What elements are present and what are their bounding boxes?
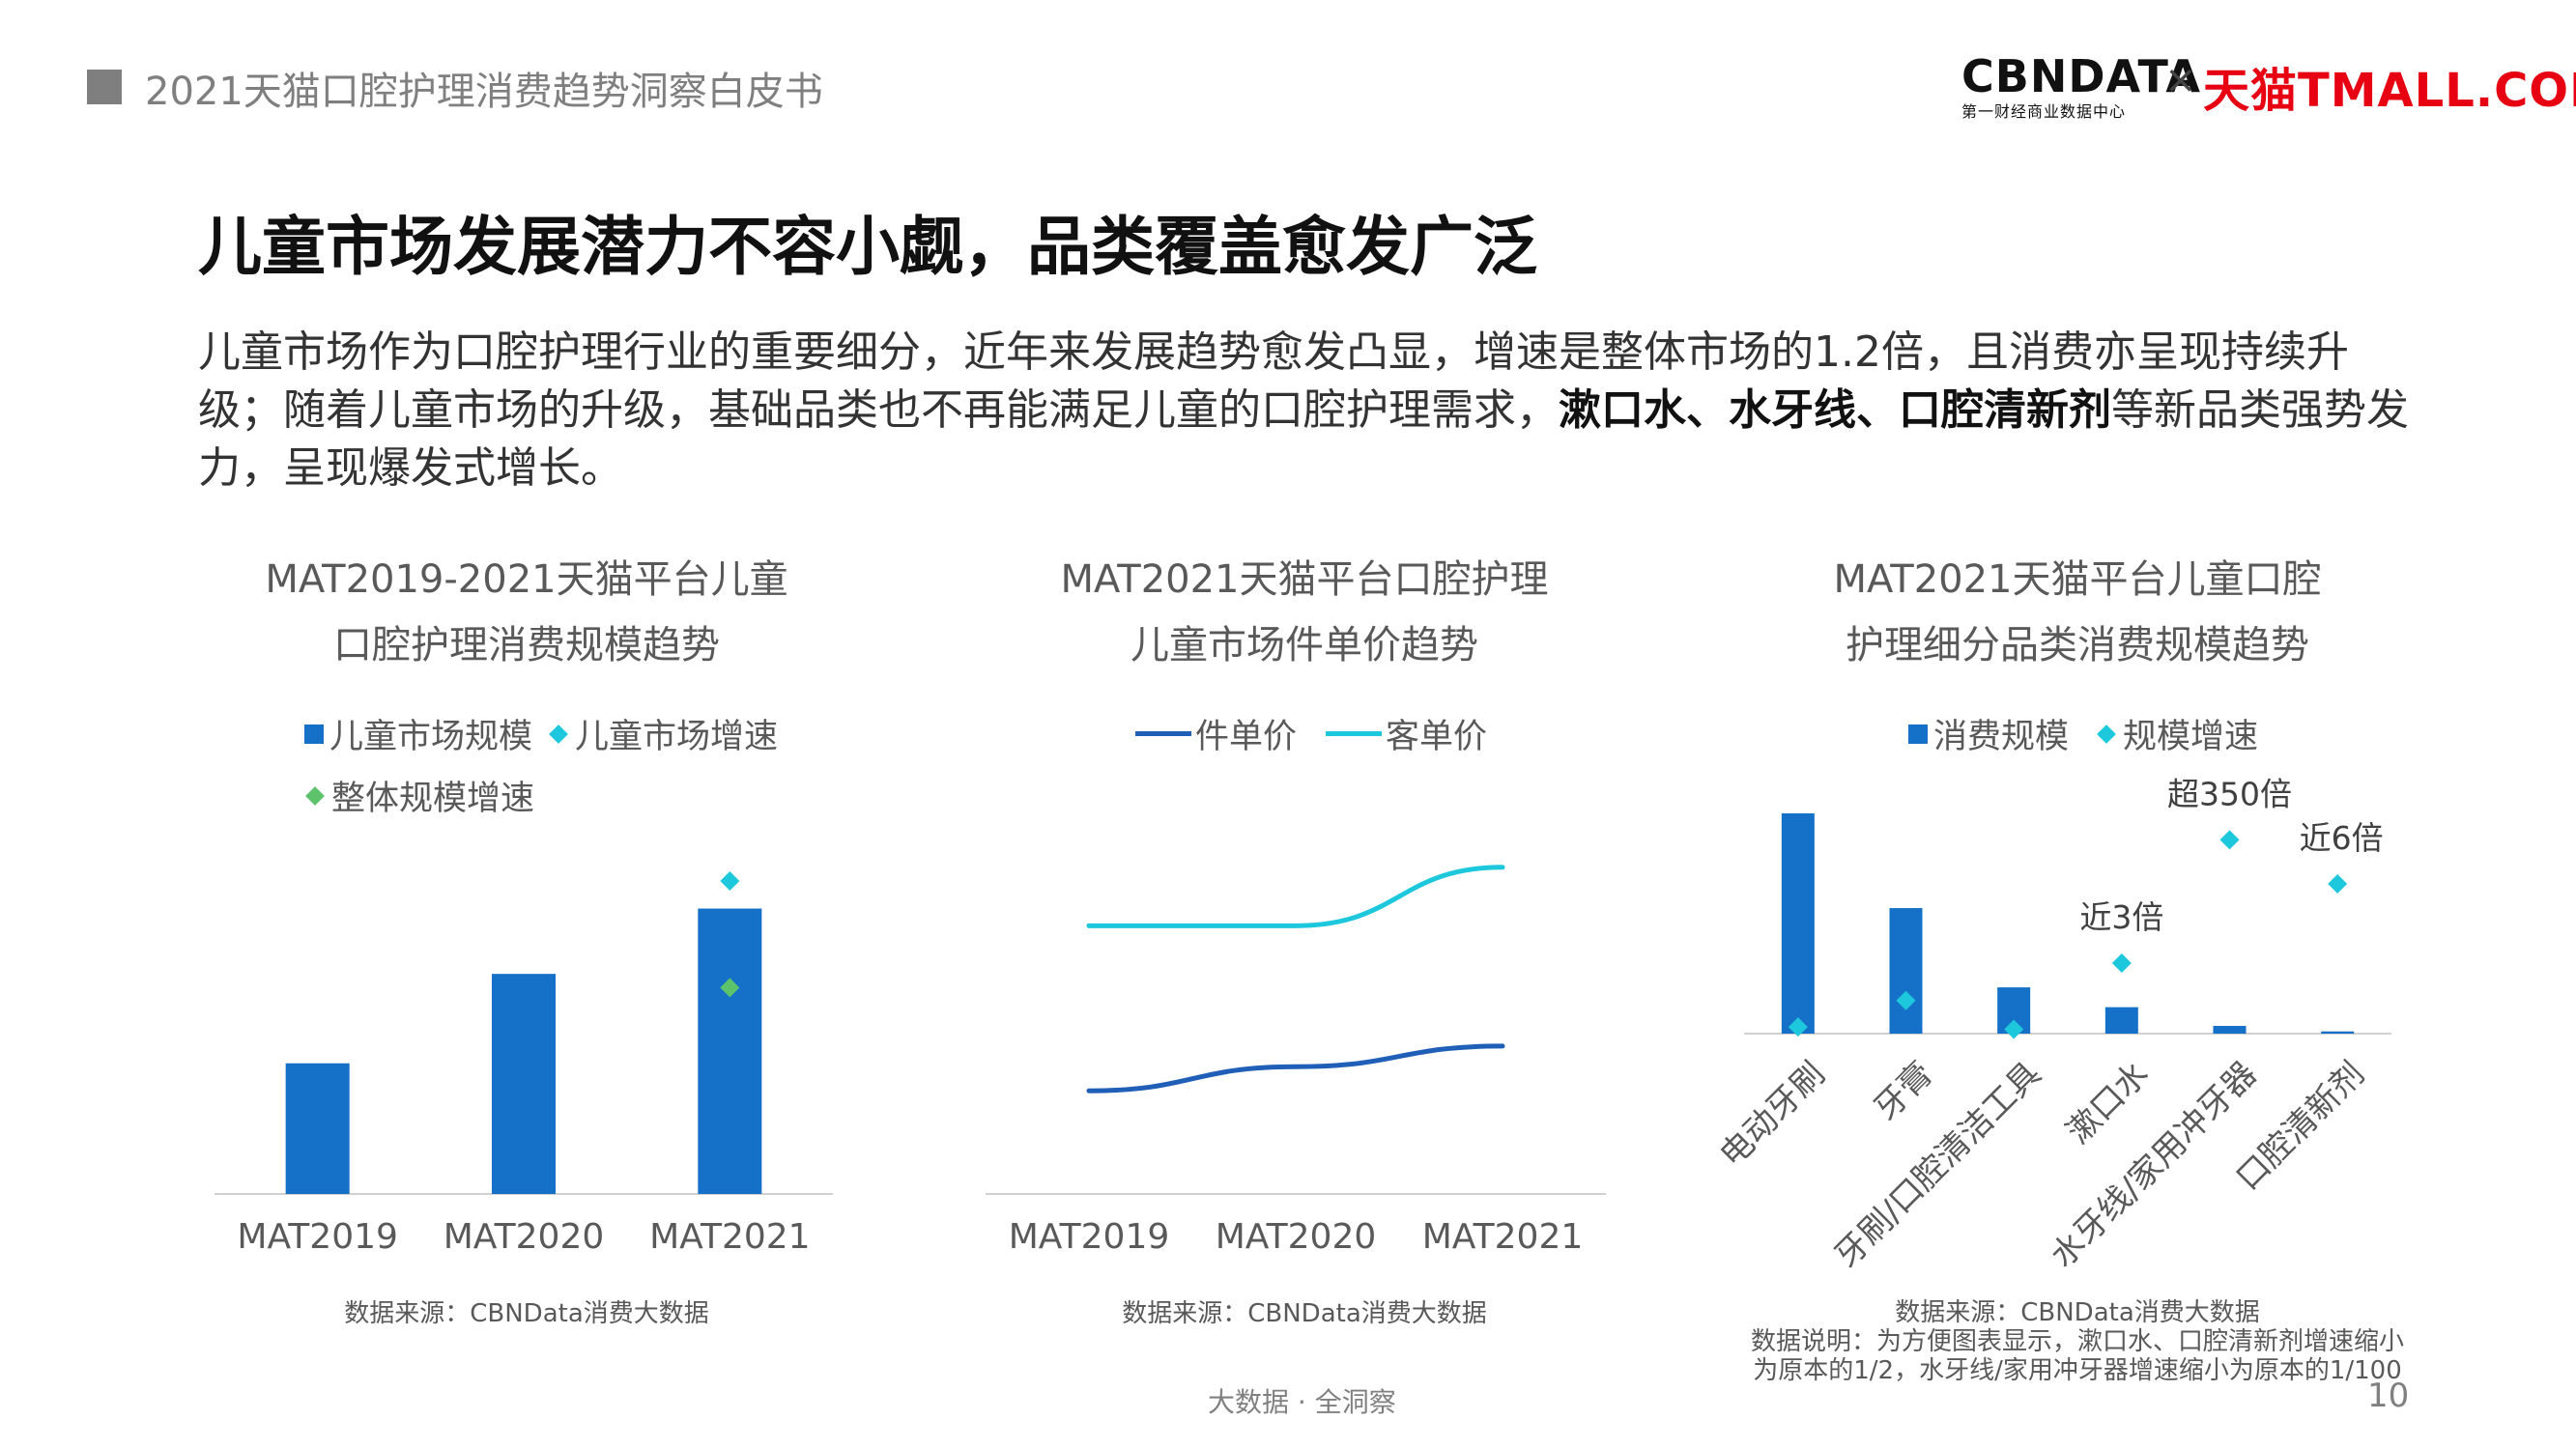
cbndata-logo: CBNDATA: [1961, 50, 2201, 102]
legend-line-icon: [1135, 731, 1191, 736]
chart1-x-tick: MAT2021: [649, 1217, 811, 1257]
chart1-source: 数据来源：CBNData消费大数据: [344, 1299, 709, 1328]
chart2-legend-item-order-price: 客单价: [1326, 709, 1487, 758]
body-paragraph: 儿童市场作为口腔护理行业的重要细分，近年来发展趋势愈发凸显，增速是整体市场的1.…: [198, 324, 2420, 497]
chart1-legend-item-cyan: 儿童市场增速: [546, 709, 778, 758]
chart3-title-line1: MAT2021天猫平台儿童口腔: [1833, 557, 2322, 602]
chart2-line-order-price: [1086, 865, 1505, 928]
chart3-legend-item-growth: 规模增速: [2094, 709, 2258, 758]
legend-line-icon: [1326, 731, 1383, 736]
chart3-annotation: 近3倍: [2079, 898, 2163, 936]
chart2-source: 数据来源：CBNData消费大数据: [1122, 1299, 1487, 1328]
chart1-x-tick: MAT2020: [444, 1217, 605, 1257]
chart3-growth-marker: [1896, 990, 1916, 1010]
chart2-legend-item-unit-price: 件单价: [1135, 709, 1297, 758]
chart3-note-line1: 数据说明：为方便图表显示，漱口水、口腔清新剂增速缩小: [1750, 1327, 2404, 1356]
chart3-x-tick: 牙刷/口腔清洁工具: [1827, 1055, 2048, 1276]
chart3-growth-marker: [2219, 830, 2240, 850]
chart3-x-tick: 牙膏: [1867, 1055, 1940, 1128]
chart1-overall-growth-marker: [720, 978, 740, 998]
chart2-legend: 件单价 客单价: [1135, 709, 1501, 758]
chart3-legend-item-bar: 消费规模: [1908, 709, 2069, 758]
doc-title: 2021天猫口腔护理消费趋势洞察白皮书: [145, 70, 823, 114]
chart1-bar: [492, 974, 556, 1194]
legend-label: 儿童市场增速: [575, 718, 779, 756]
page-number: 10: [2367, 1377, 2410, 1415]
chart3-bar: [2104, 1007, 2138, 1034]
legend-label: 儿童市场规模: [329, 718, 533, 756]
chart3-growth-marker: [2328, 873, 2348, 894]
chart3-annotation: 近6倍: [2300, 819, 2384, 857]
doc-marker-square: [87, 70, 122, 104]
chart3-bar: [1781, 813, 1815, 1034]
chart3-note-line2: 为原本的1/2，水牙线/家用冲牙器增速缩小为原本的1/100: [1753, 1356, 2402, 1385]
body-text-part2: 等新品类强势发力，呈现爆发式增长。: [198, 385, 2409, 493]
chart3-growth-marker: [1788, 1017, 1808, 1037]
chart3-title-line2: 护理细分品类消费规模趋势: [1846, 623, 2309, 668]
chart1-title: MAT2019-2021天猫平台儿童 口腔护理消费规模趋势: [237, 547, 816, 678]
chart3-x-tick: 电动牙刷: [1712, 1055, 1832, 1175]
chart3-title: MAT2021天猫平台儿童口腔 护理细分品类消费规模趋势: [1788, 547, 2367, 678]
chart1-legend-row2: 整体规模增速: [304, 771, 548, 820]
body-text-bold: 漱口水、水牙线、口腔清新剂: [1559, 385, 2111, 435]
legend-label: 客单价: [1386, 718, 1488, 756]
legend-label: 规模增速: [2123, 718, 2259, 756]
chart3-source-block: 数据来源：CBNData消费大数据 数据说明：为方便图表显示，漱口水、口腔清新剂…: [1739, 1298, 2416, 1385]
chart3-bar: [2213, 1026, 2247, 1034]
chart2-line-unit-price: [1086, 1043, 1505, 1094]
chart1-legend-item-bar: 儿童市场规模: [304, 709, 532, 758]
legend-square-icon: [304, 724, 324, 744]
legend-square-icon: [1908, 724, 1928, 744]
tmall-logo: 天猫TMALL.COM: [2203, 64, 2576, 118]
chart1-bar: [285, 1063, 350, 1194]
cbndata-logo-subtitle: 第一财经商业数据中心: [1961, 102, 2127, 121]
chart3-growth-marker: [2111, 953, 2132, 974]
chart2-title-line2: 儿童市场件单价趋势: [1131, 623, 1478, 668]
chart1-title-line2: 口腔护理消费规模趋势: [333, 623, 720, 668]
chart1-legend-item-green: 整体规模增速: [304, 771, 534, 820]
logo-times-sign: ×: [2164, 58, 2197, 102]
chart3-x-tick: 漱口水: [2059, 1055, 2156, 1151]
chart3-bar: [1889, 908, 1923, 1034]
legend-label: 件单价: [1195, 718, 1298, 756]
chart1-legend-row1: 儿童市场规模 儿童市场增速: [304, 709, 791, 758]
chart1-title-line1: MAT2019-2021天猫平台儿童: [265, 557, 788, 602]
chart3-annotation: 超350倍: [2167, 775, 2292, 812]
legend-label: 消费规模: [1933, 718, 2070, 756]
chart1-x-tick: MAT2019: [237, 1217, 398, 1257]
chart3-legend: 消费规模 规模增速: [1908, 709, 2272, 758]
legend-label: 整体规模增速: [331, 780, 535, 818]
body-text-part1: 儿童市场作为口腔护理行业的重要细分，近年来发展趋势愈发凸显，增速是整体市场的1.…: [198, 327, 2349, 435]
page-headline: 儿童市场发展潜力不容小觑，品类覆盖愈发广泛: [198, 210, 1537, 284]
chart3-x-tick: 水牙线/家用冲牙器: [2044, 1055, 2265, 1276]
chart2-title-line1: MAT2021天猫平台口腔护理: [1060, 557, 1549, 602]
chart3-source: 数据来源：CBNData消费大数据: [1895, 1298, 2260, 1327]
chart2-x-tick: MAT2021: [1422, 1217, 1584, 1257]
chart1-growth-marker: [720, 871, 740, 892]
chart2-x-tick: MAT2019: [1009, 1217, 1170, 1257]
chart3-bar: [2321, 1031, 2355, 1034]
chart2-x-tick: MAT2020: [1216, 1217, 1377, 1257]
footer-tagline: 大数据 · 全洞察: [1208, 1386, 1396, 1418]
chart1-bar: [698, 908, 762, 1194]
chart2-title: MAT2021天猫平台口腔护理 儿童市场件单价趋势: [1015, 547, 1594, 678]
chart3-growth-marker: [2004, 1019, 2024, 1039]
